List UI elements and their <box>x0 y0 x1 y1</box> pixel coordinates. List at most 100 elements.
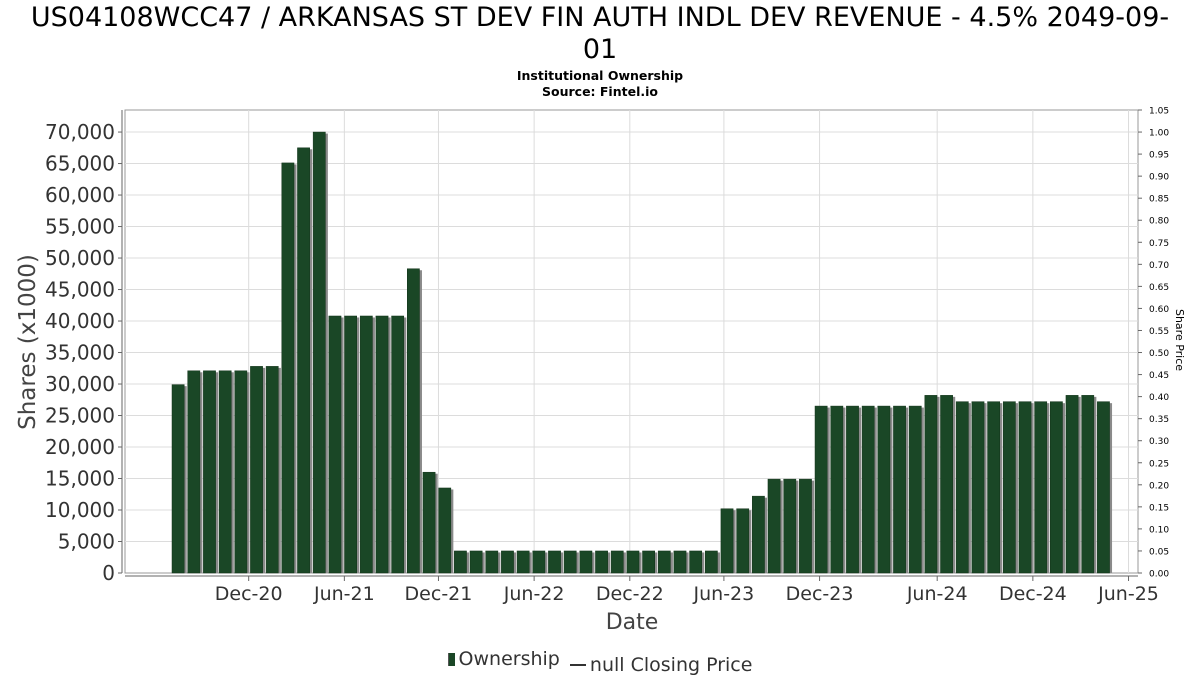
subtitle-line-source: Source: Fintel.io <box>542 84 658 99</box>
y-tick-label: 60,000 <box>45 183 115 207</box>
x-tick-label: Jun-25 <box>1097 583 1159 605</box>
ownership-bar <box>940 395 953 574</box>
y-tick-label: 55,000 <box>45 215 115 239</box>
y2-tick-label: 0.25 <box>1149 459 1169 469</box>
ownership-bar <box>1034 401 1048 574</box>
y-tick-label: 20,000 <box>45 435 115 459</box>
ownership-bar <box>736 508 750 574</box>
x-tick-label: Jun-22 <box>503 583 565 605</box>
y2-tick-label: 0.05 <box>1149 547 1169 557</box>
ownership-bar <box>610 550 624 574</box>
ownership-bar <box>955 401 969 574</box>
legend-label-ownership: Ownership <box>458 648 560 670</box>
y2-tick-label: 0.35 <box>1149 415 1169 425</box>
ownership-bar <box>846 405 859 574</box>
x-tick-label: Jun-23 <box>693 583 755 605</box>
ownership-bar <box>532 550 546 574</box>
legend-item-ownership: Ownership <box>447 648 560 670</box>
ownership-bar <box>516 550 530 574</box>
ownership-bar <box>830 405 844 574</box>
ownership-bar <box>689 550 703 574</box>
ownership-bar <box>1097 401 1110 574</box>
ownership-bar <box>250 366 263 574</box>
x-axis: Dec-20 Jun-21 Dec-21 Jun-22 Dec-22 Jun-23 Dec-… <box>125 575 1159 605</box>
x-tick-label: Dec-24 <box>999 583 1067 605</box>
ownership-bar <box>312 131 326 574</box>
legend-label-closing-price: null Closing Price <box>589 653 753 676</box>
y2-tick-label: 0.80 <box>1149 217 1169 227</box>
ownership-bar <box>971 401 985 574</box>
y2-tick-label: 0.45 <box>1149 371 1169 381</box>
y2-tick-label: 0.75 <box>1149 239 1169 249</box>
ownership-bar <box>438 487 452 574</box>
ownership-bar <box>218 370 232 574</box>
y2-tick-label: 0.30 <box>1149 437 1169 447</box>
ownership-bar <box>595 550 608 574</box>
ownership-bar <box>642 550 655 574</box>
y2-tick-label: 0.00 <box>1149 570 1169 580</box>
ownership-swatch-icon <box>447 652 455 666</box>
ownership-bar <box>469 550 483 574</box>
ownership-bar <box>1050 401 1063 574</box>
ownership-bar <box>673 550 687 574</box>
x-tick-label: Jun-21 <box>313 583 375 605</box>
y2-tick-label: 0.10 <box>1149 525 1169 535</box>
y-tick-label: 35,000 <box>45 341 115 365</box>
ownership-bar <box>281 162 295 574</box>
ownership-bar <box>1002 401 1016 574</box>
y2-tick-label: 0.60 <box>1149 305 1169 315</box>
ownership-bar <box>548 550 561 574</box>
ownership-bar <box>485 550 499 574</box>
ownership-bar <box>752 495 765 574</box>
y2-tick-label: 0.70 <box>1149 261 1169 271</box>
y2-axis-label: Share Price <box>1173 309 1186 371</box>
y2-tick-label: 0.55 <box>1149 327 1169 337</box>
ownership-bar <box>328 315 342 574</box>
y-tick-label: 45,000 <box>45 278 115 302</box>
ownership-bar <box>799 478 812 574</box>
ownership-bar <box>171 384 185 574</box>
x-axis-label: Date <box>606 610 659 635</box>
y2-tick-label: 0.85 <box>1149 195 1169 205</box>
y-axis-label: Shares (x1000) <box>15 254 41 430</box>
ownership-bar <box>407 268 420 574</box>
x-tick-label: Dec-20 <box>215 583 283 605</box>
ownership-bar <box>359 315 373 574</box>
y2-tick-label: 1.00 <box>1149 129 1169 139</box>
ownership-bar <box>1065 395 1079 574</box>
ownership-bar <box>563 550 577 574</box>
ownership-bar <box>391 315 405 574</box>
ownership-bar <box>783 478 797 574</box>
ownership-bar <box>987 401 1001 574</box>
ownership-bar <box>1018 401 1032 574</box>
ownership-bar <box>814 405 828 574</box>
ownership-bar <box>375 315 389 574</box>
ownership-bar <box>893 405 906 574</box>
ownership-bar <box>454 550 467 574</box>
y-axis: 0 5,000 10,000 15,000 20,000 25,000 30,000 35,0… <box>45 110 123 585</box>
ownership-bar <box>344 315 357 574</box>
y-tick-label: 15,000 <box>45 467 115 491</box>
ownership-bar <box>877 405 891 574</box>
ownership-bar <box>579 550 593 574</box>
subtitle-line-ownership: Institutional Ownership <box>516 68 684 83</box>
ownership-bar <box>626 550 640 574</box>
y-tick-label: 30,000 <box>45 372 115 396</box>
ownership-bar <box>908 405 922 574</box>
x-tick-label: Dec-23 <box>786 583 854 605</box>
ownership-bar <box>234 370 248 574</box>
ownership-bar <box>297 147 310 574</box>
chart-subtitle: Institutional Ownership Source: Fintel.i… <box>0 68 1200 100</box>
ownership-bar <box>187 370 201 574</box>
x-tick-label: Jun-24 <box>906 583 968 605</box>
legend: Ownership null Closing Price <box>0 648 1200 676</box>
bars-group <box>171 131 1113 574</box>
ownership-bar <box>657 550 671 574</box>
ownership-bar <box>704 550 718 574</box>
ownership-bar <box>501 550 514 574</box>
ownership-bar <box>265 366 279 574</box>
y2-tick-label: 1.05 <box>1149 107 1169 117</box>
y2-tick-label: 0.65 <box>1149 283 1169 293</box>
ownership-bar <box>720 508 734 574</box>
